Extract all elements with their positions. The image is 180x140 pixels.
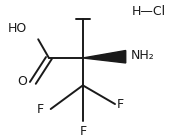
Text: HO: HO <box>8 22 27 35</box>
Text: F: F <box>36 102 44 116</box>
Text: NH₂: NH₂ <box>131 49 155 62</box>
Text: F: F <box>117 98 124 111</box>
Text: H—Cl: H—Cl <box>132 5 166 18</box>
Text: F: F <box>79 125 86 138</box>
Text: O: O <box>17 75 27 88</box>
Polygon shape <box>83 51 126 63</box>
